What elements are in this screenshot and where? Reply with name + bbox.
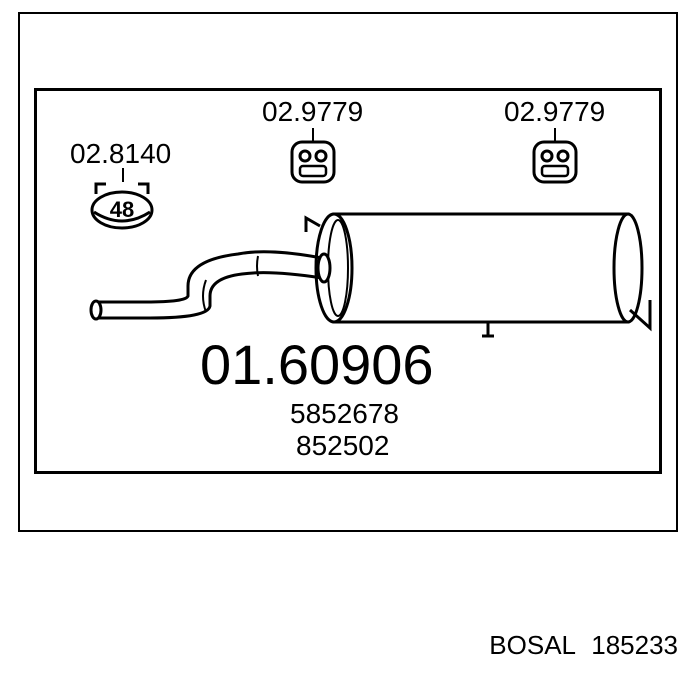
footer: BOSAL 185233: [0, 630, 700, 661]
hanger1-icon: [292, 142, 334, 182]
muffler-oem1: 5852678: [290, 398, 399, 430]
brand-label: BOSAL: [489, 630, 576, 660]
clamp-size-text: 48: [110, 197, 134, 222]
muffler-part-number: 01.60906: [200, 332, 434, 397]
clamp-icon: 48: [92, 184, 152, 228]
diagram-canvas: 02.8140 02.9779 02.9779 48: [0, 0, 700, 700]
hanger2-icon: [534, 142, 576, 182]
muffler-icon: [91, 214, 650, 336]
footer-code: 185233: [591, 630, 678, 660]
muffler-oem2: 852502: [296, 430, 389, 462]
